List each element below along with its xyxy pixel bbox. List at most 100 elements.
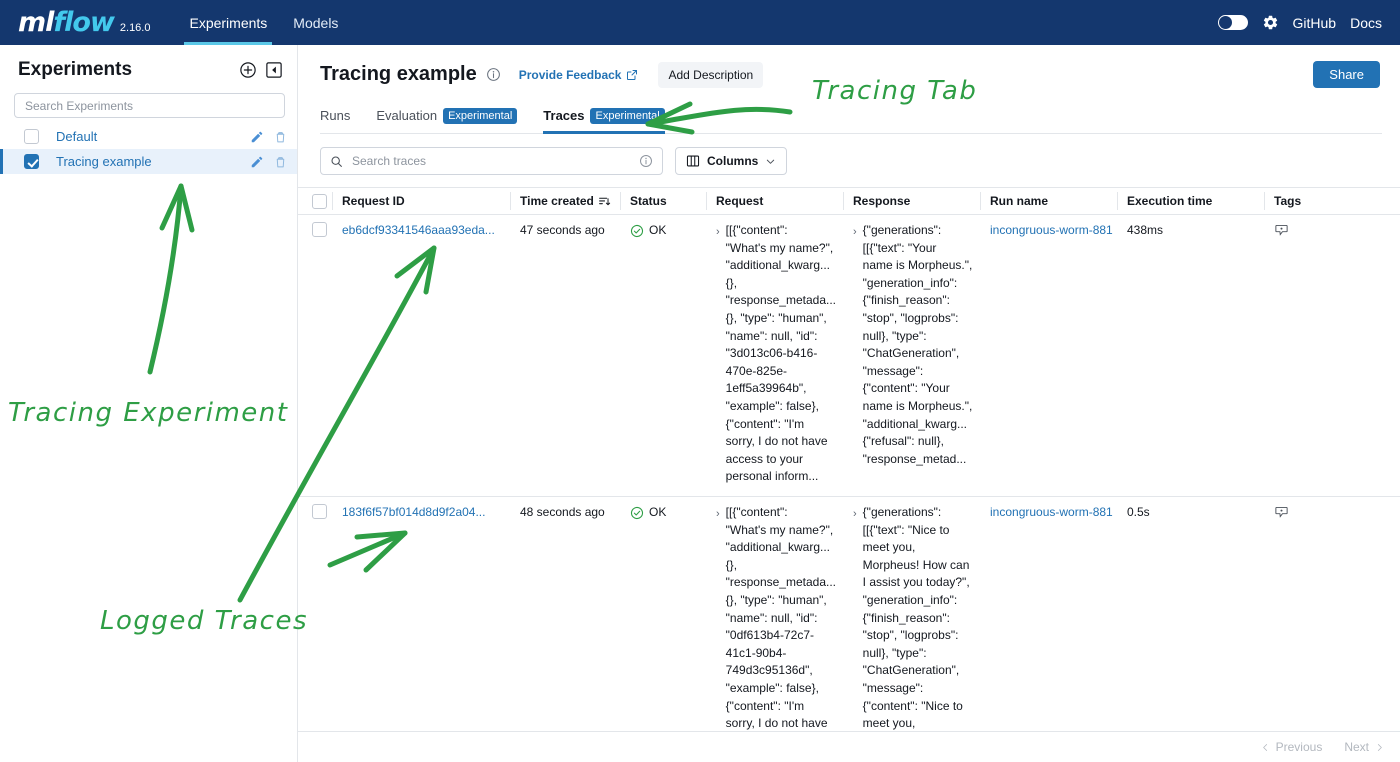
column-header-request[interactable]: Request bbox=[706, 187, 843, 215]
column-header-tags[interactable]: Tags bbox=[1264, 187, 1400, 215]
search-traces-input[interactable] bbox=[350, 153, 632, 169]
trash-icon[interactable] bbox=[274, 155, 287, 169]
tag-comment-icon[interactable] bbox=[1274, 504, 1289, 519]
experiment-header: Tracing example Provide Feedback Add Des… bbox=[298, 45, 1400, 88]
status-badge: OK bbox=[630, 504, 706, 522]
chevron-right-icon[interactable]: › bbox=[853, 508, 857, 520]
experiment-name-default[interactable]: Default bbox=[56, 129, 98, 144]
top-navigation-bar: ml flow 2.16.0 Experiments Models GitHub… bbox=[0, 0, 1400, 45]
cell-run-name: incongruous-worm-881 bbox=[980, 504, 1117, 522]
status-label: OK bbox=[649, 505, 667, 519]
request-id-link[interactable]: eb6dcf93341546aaa93eda... bbox=[342, 223, 495, 237]
top-nav-right-group: GitHub Docs bbox=[1217, 14, 1382, 31]
experiment-checkbox-tracing-example[interactable] bbox=[24, 154, 39, 169]
next-page-label: Next bbox=[1344, 740, 1369, 754]
column-header-execution-time[interactable]: Execution time bbox=[1117, 187, 1264, 215]
plus-circle-icon[interactable] bbox=[239, 61, 257, 79]
primary-nav: Experiments Models bbox=[176, 0, 351, 45]
check-circle-icon bbox=[630, 506, 644, 519]
provide-feedback-link[interactable]: Provide Feedback bbox=[519, 68, 639, 82]
table-row[interactable]: eb6dcf93341546aaa93eda... 47 seconds ago… bbox=[298, 215, 1400, 497]
share-button[interactable]: Share bbox=[1313, 61, 1380, 88]
row-select-cell bbox=[298, 504, 332, 519]
column-header-request-id[interactable]: Request ID bbox=[332, 187, 510, 215]
row-checkbox[interactable] bbox=[312, 222, 327, 237]
sidebar-item-tracing-example[interactable]: Tracing example bbox=[0, 149, 297, 174]
nav-link-docs[interactable]: Docs bbox=[1350, 14, 1382, 31]
request-json-preview: [[{"content": "What's my name?", "additi… bbox=[725, 505, 836, 731]
run-name-link[interactable]: incongruous-worm-881 bbox=[990, 505, 1113, 519]
experiment-tabs: Runs Evaluation Experimental Traces Expe… bbox=[320, 106, 1382, 134]
sidebar-item-default[interactable]: Default bbox=[0, 124, 297, 149]
cell-request-id: eb6dcf93341546aaa93eda... bbox=[332, 222, 510, 240]
cell-request: › [[{"content": "What's my name?", "addi… bbox=[706, 504, 843, 733]
search-experiments-input[interactable] bbox=[23, 97, 276, 114]
columns-button[interactable]: Columns bbox=[675, 147, 788, 175]
cell-run-name: incongruous-worm-881 bbox=[980, 222, 1117, 240]
chevron-down-icon bbox=[767, 159, 775, 164]
dark-mode-toggle[interactable] bbox=[1217, 15, 1248, 30]
chevron-right-icon[interactable]: › bbox=[853, 226, 857, 238]
logo-ml-text: ml bbox=[18, 7, 54, 38]
previous-page-label: Previous bbox=[1275, 740, 1323, 754]
collapse-panel-icon[interactable] bbox=[265, 61, 283, 79]
tab-evaluation[interactable]: Evaluation Experimental bbox=[376, 105, 518, 133]
column-header-time-created-label: Time created bbox=[520, 194, 594, 208]
status-label: OK bbox=[649, 223, 667, 237]
request-id-link[interactable]: 183f6f57bf014d8d9f2a04... bbox=[342, 505, 486, 519]
search-traces-box[interactable] bbox=[320, 147, 663, 175]
trash-icon[interactable] bbox=[274, 130, 287, 144]
select-all-checkbox[interactable] bbox=[312, 193, 327, 209]
cell-tags bbox=[1264, 222, 1400, 243]
sidebar-header-actions bbox=[239, 61, 283, 79]
column-header-run-name[interactable]: Run name bbox=[980, 187, 1117, 215]
column-header-response[interactable]: Response bbox=[843, 187, 980, 215]
run-name-link[interactable]: incongruous-worm-881 bbox=[990, 223, 1113, 237]
search-icon bbox=[331, 155, 342, 167]
row-checkbox[interactable] bbox=[312, 504, 327, 519]
experiment-name-tracing-example[interactable]: Tracing example bbox=[56, 154, 152, 169]
cell-status: OK bbox=[620, 222, 706, 240]
tab-traces[interactable]: Traces Experimental bbox=[543, 105, 666, 134]
cell-request-id: 183f6f57bf014d8d9f2a04... bbox=[332, 504, 510, 522]
tab-evaluation-label: Evaluation bbox=[376, 108, 438, 123]
traces-table: Request ID Time created Status Request R… bbox=[298, 187, 1400, 732]
tab-runs[interactable]: Runs bbox=[320, 105, 350, 133]
nav-item-experiments[interactable]: Experiments bbox=[176, 0, 280, 45]
pencil-icon[interactable] bbox=[250, 130, 264, 144]
nav-item-models[interactable]: Models bbox=[280, 0, 351, 45]
search-experiments-box[interactable] bbox=[14, 93, 285, 118]
mlflow-logo[interactable]: ml flow 2.16.0 bbox=[18, 7, 150, 38]
annotation-label-tracing-tab: Tracing Tab bbox=[812, 76, 978, 106]
info-icon[interactable] bbox=[639, 154, 653, 168]
table-row[interactable]: 183f6f57bf014d8d9f2a04... 48 seconds ago… bbox=[298, 497, 1400, 732]
tab-runs-label: Runs bbox=[320, 108, 351, 123]
next-page-button[interactable]: Next bbox=[1344, 740, 1384, 754]
chevron-right-icon[interactable]: › bbox=[716, 508, 720, 520]
tab-traces-label: Traces bbox=[543, 108, 585, 123]
gear-icon[interactable] bbox=[1262, 14, 1279, 31]
cell-time-created: 48 seconds ago bbox=[520, 505, 605, 519]
previous-page-button[interactable]: Previous bbox=[1261, 740, 1323, 754]
pencil-icon[interactable] bbox=[250, 155, 264, 169]
experiment-checkbox-default[interactable] bbox=[24, 129, 39, 144]
tab-evaluation-badge: Experimental bbox=[443, 107, 518, 124]
info-icon[interactable] bbox=[486, 67, 501, 82]
tag-comment-icon[interactable] bbox=[1274, 222, 1289, 237]
chevron-right-icon[interactable]: › bbox=[716, 226, 720, 238]
cell-execution-time: 0.5s bbox=[1127, 505, 1150, 519]
sidebar-title: Experiments bbox=[18, 59, 133, 80]
column-header-time-created[interactable]: Time created bbox=[510, 187, 620, 215]
response-json-preview: {"generations": [[{"text": "Nice to meet… bbox=[862, 505, 970, 731]
provide-feedback-label: Provide Feedback bbox=[518, 67, 622, 82]
column-header-status[interactable]: Status bbox=[620, 187, 706, 215]
select-all-header bbox=[298, 187, 332, 215]
cell-response: › {"generations": [[{"text": "Nice to me… bbox=[843, 504, 980, 733]
cell-response: › {"generations": [[{"text": "Your name … bbox=[843, 222, 980, 468]
chevron-right-icon bbox=[1377, 743, 1382, 751]
nav-item-experiments-label: Experiments bbox=[189, 14, 268, 31]
cell-execution-time: 438ms bbox=[1127, 223, 1164, 237]
sort-descending-icon[interactable] bbox=[598, 195, 611, 208]
nav-link-github[interactable]: GitHub bbox=[1292, 14, 1337, 31]
add-description-button[interactable]: Add Description bbox=[658, 61, 764, 88]
